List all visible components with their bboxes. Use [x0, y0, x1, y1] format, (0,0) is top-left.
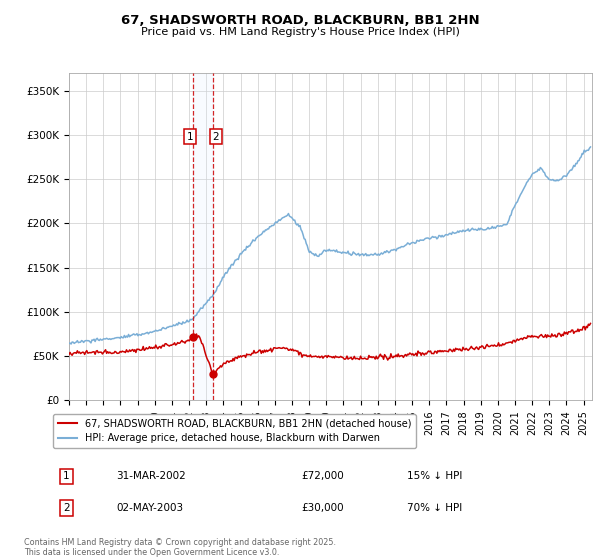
Text: Price paid vs. HM Land Registry's House Price Index (HPI): Price paid vs. HM Land Registry's House …: [140, 27, 460, 37]
Text: £72,000: £72,000: [301, 472, 344, 482]
Text: 70% ↓ HPI: 70% ↓ HPI: [407, 503, 462, 513]
Text: 2: 2: [212, 132, 219, 142]
Text: 02-MAY-2003: 02-MAY-2003: [116, 503, 184, 513]
Text: 1: 1: [187, 132, 194, 142]
Text: 1: 1: [63, 472, 70, 482]
Legend: 67, SHADSWORTH ROAD, BLACKBURN, BB1 2HN (detached house), HPI: Average price, de: 67, SHADSWORTH ROAD, BLACKBURN, BB1 2HN …: [53, 414, 416, 448]
Bar: [193, 73, 213, 400]
Text: £30,000: £30,000: [301, 503, 344, 513]
Text: 15% ↓ HPI: 15% ↓ HPI: [407, 472, 463, 482]
Text: Contains HM Land Registry data © Crown copyright and database right 2025.
This d: Contains HM Land Registry data © Crown c…: [24, 538, 336, 557]
Text: 31-MAR-2002: 31-MAR-2002: [116, 472, 187, 482]
Text: 2: 2: [63, 503, 70, 513]
Text: 67, SHADSWORTH ROAD, BLACKBURN, BB1 2HN: 67, SHADSWORTH ROAD, BLACKBURN, BB1 2HN: [121, 14, 479, 27]
